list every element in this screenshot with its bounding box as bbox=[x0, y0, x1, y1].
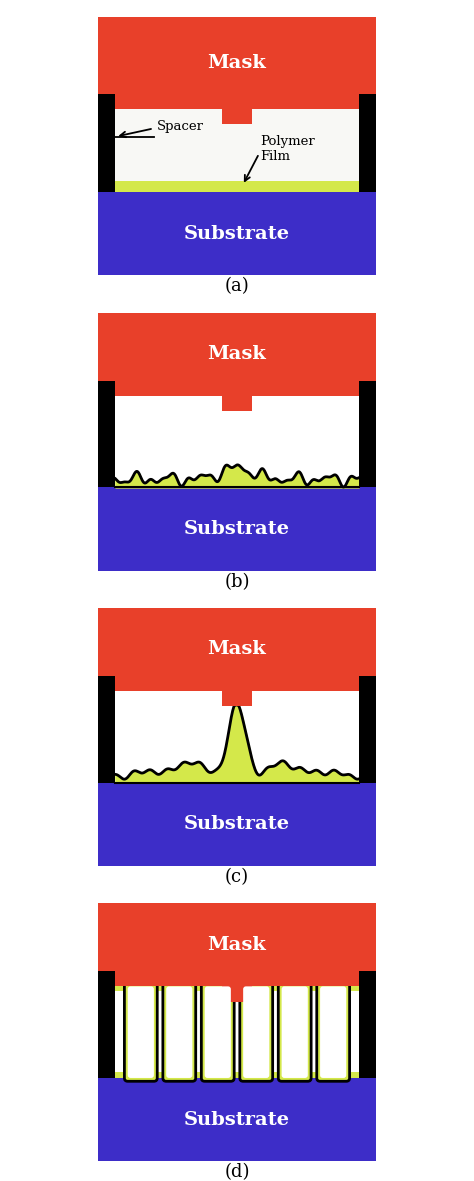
FancyBboxPatch shape bbox=[320, 986, 346, 1078]
Bar bbox=[98, 1078, 376, 1161]
Bar bbox=[358, 380, 376, 488]
Text: Mask: Mask bbox=[208, 54, 266, 72]
Bar bbox=[116, 1072, 358, 1078]
Text: Mask: Mask bbox=[208, 640, 266, 659]
FancyBboxPatch shape bbox=[166, 986, 192, 1078]
FancyBboxPatch shape bbox=[317, 983, 350, 1082]
Bar bbox=[98, 109, 376, 181]
Text: Mask: Mask bbox=[208, 935, 266, 954]
Bar bbox=[116, 986, 358, 991]
Text: Substrate: Substrate bbox=[184, 815, 290, 834]
Bar bbox=[98, 193, 376, 275]
Text: (c): (c) bbox=[225, 868, 249, 886]
Bar bbox=[358, 971, 376, 1078]
FancyBboxPatch shape bbox=[240, 983, 273, 1082]
Bar bbox=[98, 18, 376, 109]
FancyBboxPatch shape bbox=[282, 986, 308, 1078]
Bar bbox=[222, 396, 252, 411]
Bar bbox=[222, 109, 252, 124]
Bar bbox=[98, 608, 376, 691]
FancyBboxPatch shape bbox=[128, 986, 154, 1078]
Text: (b): (b) bbox=[224, 573, 250, 590]
Text: Substrate: Substrate bbox=[184, 1110, 290, 1129]
Text: Spacer: Spacer bbox=[156, 120, 203, 133]
Text: (d): (d) bbox=[224, 1163, 250, 1181]
Text: (a): (a) bbox=[225, 278, 249, 295]
Text: Substrate: Substrate bbox=[184, 520, 290, 539]
Bar bbox=[98, 903, 376, 986]
FancyBboxPatch shape bbox=[124, 983, 157, 1082]
Bar bbox=[98, 380, 116, 488]
FancyBboxPatch shape bbox=[243, 986, 269, 1078]
Bar bbox=[358, 676, 376, 783]
Bar bbox=[98, 783, 376, 866]
Text: Mask: Mask bbox=[208, 345, 266, 364]
Bar bbox=[98, 676, 116, 783]
FancyBboxPatch shape bbox=[201, 983, 234, 1082]
Bar bbox=[98, 971, 116, 1078]
Text: Polymer
Film: Polymer Film bbox=[261, 135, 315, 163]
FancyBboxPatch shape bbox=[278, 983, 311, 1082]
Text: Substrate: Substrate bbox=[184, 224, 290, 243]
FancyBboxPatch shape bbox=[205, 986, 231, 1078]
Bar bbox=[358, 93, 376, 193]
Bar bbox=[222, 691, 252, 706]
Bar bbox=[98, 93, 116, 193]
Bar bbox=[98, 313, 376, 396]
Bar bbox=[98, 181, 376, 193]
FancyBboxPatch shape bbox=[163, 983, 196, 1082]
Bar bbox=[222, 986, 252, 1001]
Bar bbox=[98, 488, 376, 570]
